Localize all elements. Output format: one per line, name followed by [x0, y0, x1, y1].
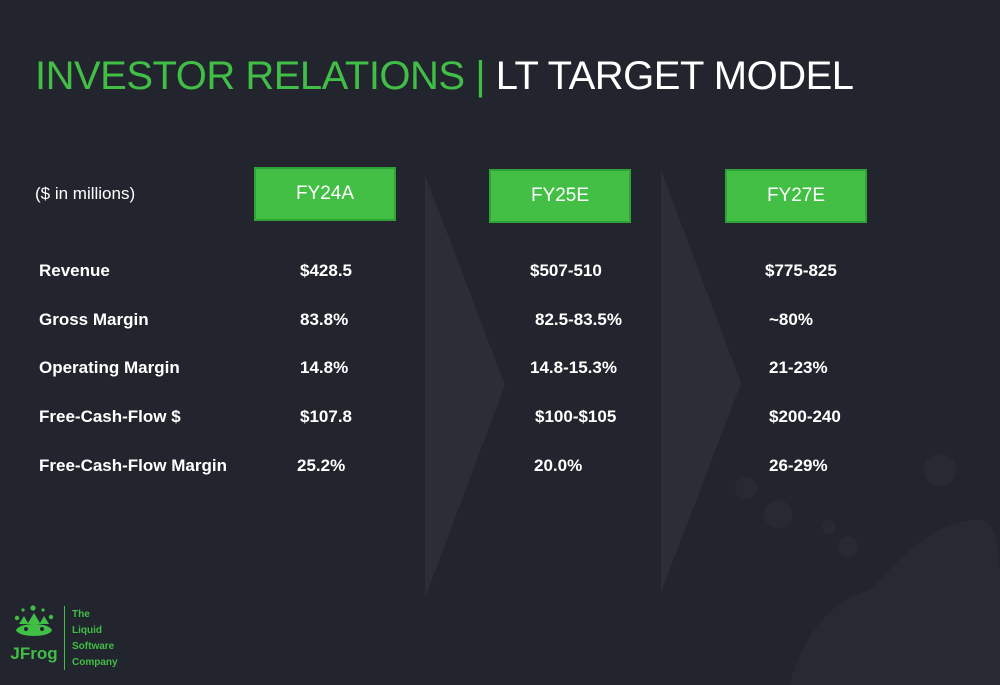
cell-free-cash-flow-margin-fy25e: 20.0%	[534, 456, 583, 475]
jfrog-logo: JFrog	[10, 605, 58, 663]
units-label: ($ in millions)	[35, 184, 136, 203]
column-header-fy25e: FY25E	[489, 169, 631, 223]
chevron-arrow-1	[425, 175, 505, 598]
row-label-free-cash-flow-margin: Free-Cash-Flow Margin	[39, 456, 227, 475]
chevron-arrow-2	[661, 170, 741, 592]
row-label-revenue: Revenue	[39, 261, 110, 280]
cell-free-cash-flow-margin-fy27e: 26-29%	[769, 456, 828, 475]
cell-gross-margin-fy24a: 83.8%	[300, 310, 349, 329]
cell-gross-margin-fy25e: 82.5-83.5%	[535, 310, 622, 329]
tagline-line-2: Liquid	[72, 625, 102, 636]
logo-tagline: The Liquid Software Company	[72, 607, 118, 671]
cell-operating-margin-fy24a: 14.8%	[300, 358, 349, 377]
cell-free-cash-flow-fy24a: $107.8	[300, 407, 352, 426]
cell-revenue-fy24a: $428.5	[300, 261, 352, 280]
column-header-fy24a: FY24A	[254, 167, 396, 221]
cell-operating-margin-fy27e: 21-23%	[769, 358, 828, 377]
cell-gross-margin-fy27e: ~80%	[769, 310, 813, 329]
row-label-gross-margin: Gross Margin	[39, 310, 149, 329]
logo-divider	[64, 606, 65, 670]
cell-free-cash-flow-margin-fy24a: 25.2%	[297, 456, 346, 475]
cell-operating-margin-fy25e: 14.8-15.3%	[530, 358, 617, 377]
cell-revenue-fy25e: $507-510	[530, 261, 602, 280]
title-prefix: INVESTOR RELATIONS |	[35, 54, 496, 98]
row-label-free-cash-flow: Free-Cash-Flow $	[39, 407, 181, 426]
cell-free-cash-flow-fy25e: $100-$105	[535, 407, 617, 426]
logo-wordmark: JFrog	[10, 644, 57, 663]
row-label-operating-margin: Operating Margin	[39, 358, 180, 377]
tagline-line-4: Company	[72, 657, 118, 668]
page-title: INVESTOR RELATIONS | LT TARGET MODEL	[35, 52, 854, 100]
tagline-line-3: Software	[72, 641, 115, 652]
cell-revenue-fy27e: $775-825	[765, 261, 837, 280]
cell-free-cash-flow-fy27e: $200-240	[769, 407, 841, 426]
column-header-fy27e: FY27E	[725, 169, 867, 223]
frog-crown-icon	[14, 605, 54, 636]
tagline-line-1: The	[72, 609, 90, 620]
title-main: LT TARGET MODEL	[495, 54, 854, 98]
